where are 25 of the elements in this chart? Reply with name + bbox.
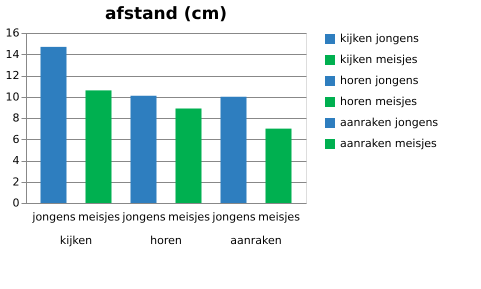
y-tick-label: 2 (12, 175, 20, 188)
text: horen (150, 234, 182, 247)
x-tick-label: jongens (31, 210, 76, 224)
y-tick-label: 6 (12, 132, 20, 146)
x-tick-label: meisjes (258, 210, 300, 224)
text: kijken (60, 234, 92, 247)
legend-label: kijken jongens (340, 32, 420, 45)
legend-label: horen meisjes (340, 95, 418, 108)
x-tick-label: jongens (121, 210, 166, 224)
x-tick-label: jongens (211, 210, 256, 224)
x-tick-label: meisjes (78, 210, 120, 224)
text: aanraken (230, 234, 282, 247)
y-tick-label: 0 (12, 196, 20, 210)
legend-label: aanraken meisjes (340, 137, 438, 150)
y-tick-label: 8 (12, 112, 20, 124)
y-tick-label: 14 (6, 48, 20, 61)
y-tick-label: 10 (6, 90, 20, 104)
legend-label: aanraken jongens (340, 116, 438, 129)
x-tick-label: meisjes (168, 210, 210, 224)
legend-label: kijken meisjes (340, 53, 418, 66)
y-tick-label: 4 (12, 154, 20, 167)
y-tick-label: 16 (6, 26, 20, 40)
chart-title: afstand (cm) (104, 4, 228, 24)
legend-label: horen jongens (340, 74, 419, 87)
y-tick-label: 12 (6, 69, 20, 82)
